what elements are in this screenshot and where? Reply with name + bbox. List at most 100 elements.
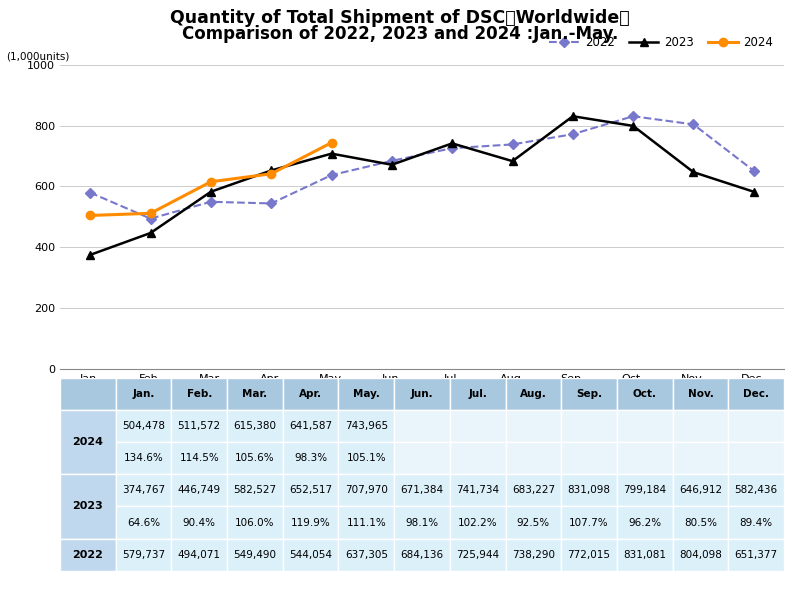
- Text: Mar.: Mar.: [242, 389, 267, 399]
- Text: 707,970: 707,970: [345, 486, 388, 496]
- Bar: [116, 506, 171, 539]
- Text: 641,587: 641,587: [289, 421, 332, 431]
- Text: 92.5%: 92.5%: [517, 517, 550, 527]
- Bar: [450, 378, 506, 410]
- 2023: [508, 158, 518, 165]
- Bar: [506, 378, 562, 410]
- Bar: [338, 442, 394, 474]
- Text: 89.4%: 89.4%: [739, 517, 773, 527]
- Bar: [506, 506, 562, 539]
- 2022: [447, 145, 457, 152]
- Legend: 2022, 2023, 2024: 2022, 2023, 2024: [545, 31, 778, 54]
- 2024: [206, 178, 216, 185]
- Text: 64.6%: 64.6%: [127, 517, 160, 527]
- Bar: [282, 410, 338, 442]
- Text: 684,136: 684,136: [401, 550, 443, 560]
- Text: 831,098: 831,098: [567, 486, 610, 496]
- Text: 105.6%: 105.6%: [235, 453, 274, 463]
- Text: 102.2%: 102.2%: [458, 517, 498, 527]
- Bar: [60, 378, 116, 410]
- Bar: [171, 378, 227, 410]
- Bar: [562, 410, 617, 442]
- Text: 374,767: 374,767: [122, 486, 165, 496]
- 2022: [689, 121, 698, 128]
- 2023: [387, 161, 397, 168]
- Bar: [562, 474, 617, 506]
- Text: 494,071: 494,071: [178, 550, 221, 560]
- Bar: [673, 442, 728, 474]
- Text: 579,737: 579,737: [122, 550, 165, 560]
- Text: 582,527: 582,527: [234, 486, 277, 496]
- Bar: [506, 442, 562, 474]
- Text: 98.1%: 98.1%: [406, 517, 438, 527]
- Text: 804,098: 804,098: [679, 550, 722, 560]
- Text: Sep.: Sep.: [576, 389, 602, 399]
- Text: 615,380: 615,380: [234, 421, 277, 431]
- Bar: [116, 410, 171, 442]
- Text: 114.5%: 114.5%: [179, 453, 219, 463]
- Text: 98.3%: 98.3%: [294, 453, 327, 463]
- 2023: [266, 167, 276, 174]
- Bar: [450, 506, 506, 539]
- 2023: [206, 188, 216, 195]
- Bar: [728, 474, 784, 506]
- 2022: [266, 200, 276, 207]
- Bar: [673, 378, 728, 410]
- Text: Dec.: Dec.: [743, 389, 769, 399]
- Text: Jun.: Jun.: [410, 389, 434, 399]
- Bar: [394, 410, 450, 442]
- Bar: [116, 378, 171, 410]
- Bar: [562, 506, 617, 539]
- Bar: [728, 539, 784, 571]
- Bar: [728, 378, 784, 410]
- 2022: [749, 168, 758, 175]
- Bar: [617, 506, 673, 539]
- Text: 646,912: 646,912: [679, 486, 722, 496]
- Bar: [227, 442, 282, 474]
- Bar: [506, 410, 562, 442]
- Text: 511,572: 511,572: [178, 421, 221, 431]
- Text: 741,734: 741,734: [456, 486, 499, 496]
- 2023: [146, 230, 155, 237]
- Bar: [673, 506, 728, 539]
- Bar: [450, 442, 506, 474]
- Text: 96.2%: 96.2%: [628, 517, 662, 527]
- 2022: [86, 189, 95, 196]
- Text: 134.6%: 134.6%: [124, 453, 163, 463]
- Bar: [282, 506, 338, 539]
- Text: 2024: 2024: [72, 437, 103, 447]
- Bar: [227, 474, 282, 506]
- 2022: [206, 198, 216, 205]
- 2024: [146, 210, 155, 217]
- Bar: [116, 539, 171, 571]
- Bar: [450, 474, 506, 506]
- Bar: [227, 539, 282, 571]
- Bar: [116, 442, 171, 474]
- Text: 90.4%: 90.4%: [182, 517, 216, 527]
- Text: 119.9%: 119.9%: [290, 517, 330, 527]
- Text: 652,517: 652,517: [289, 486, 332, 496]
- Text: 683,227: 683,227: [512, 486, 555, 496]
- Line: 2024: 2024: [86, 139, 336, 219]
- Text: Apr.: Apr.: [299, 389, 322, 399]
- Bar: [282, 474, 338, 506]
- Bar: [673, 474, 728, 506]
- Text: Aug.: Aug.: [520, 389, 547, 399]
- 2023: [749, 188, 758, 195]
- 2024: [86, 212, 95, 219]
- Bar: [394, 539, 450, 571]
- 2023: [689, 169, 698, 176]
- Bar: [617, 410, 673, 442]
- Bar: [728, 442, 784, 474]
- Text: 772,015: 772,015: [567, 550, 610, 560]
- Bar: [171, 474, 227, 506]
- Text: 651,377: 651,377: [734, 550, 778, 560]
- 2023: [447, 140, 457, 147]
- Bar: [171, 410, 227, 442]
- Bar: [673, 410, 728, 442]
- Text: 544,054: 544,054: [289, 550, 332, 560]
- Bar: [60, 410, 116, 474]
- 2022: [508, 141, 518, 148]
- 2023: [86, 251, 95, 258]
- Text: 743,965: 743,965: [345, 421, 388, 431]
